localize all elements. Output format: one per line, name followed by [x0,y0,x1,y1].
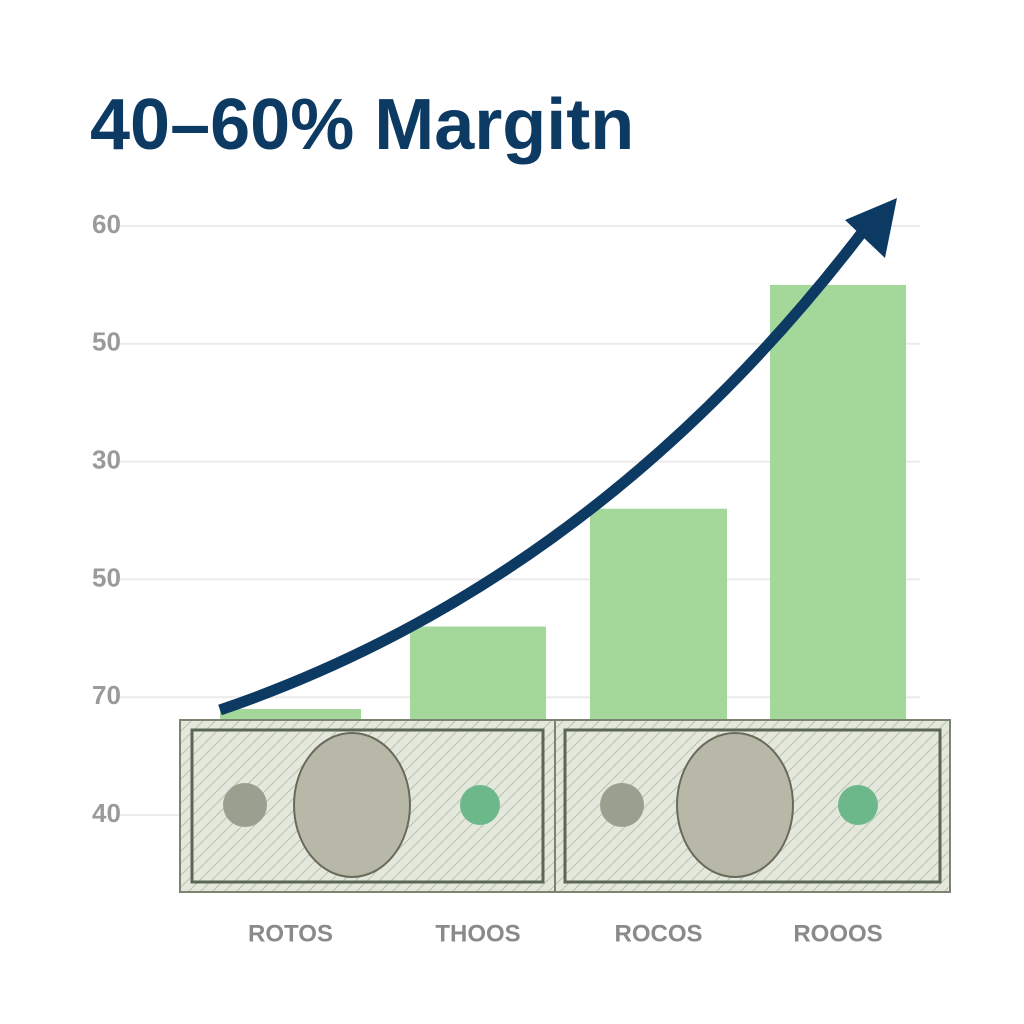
bill-border [563,728,942,884]
y-tick-label: 40 [92,798,121,828]
seal [600,783,644,827]
x-tick-label: THOOS [435,920,520,947]
bar [220,708,361,722]
portrait [676,732,794,878]
arrow-head [845,198,897,258]
bar [590,508,727,722]
y-tick-label: 30 [92,444,121,474]
y-tick-label: 50 [92,327,121,357]
y-tick-label: 60 [92,209,121,239]
seal [223,783,267,827]
y-tick-label: 50 [92,562,121,592]
bar [770,284,906,722]
money [179,719,951,893]
portrait [293,732,411,878]
seal [460,785,500,825]
chart-title: 40–60% Margitn [90,85,634,165]
x-tick-label: ROOOS [793,920,882,947]
seal [838,785,878,825]
y-tick-label: 70 [92,680,121,710]
bar [410,626,546,722]
x-tick-label: ROCOS [614,920,702,947]
x-tick-label: ROTOS [248,920,333,947]
bill-border [190,728,545,884]
trend-arrow [218,218,875,716]
